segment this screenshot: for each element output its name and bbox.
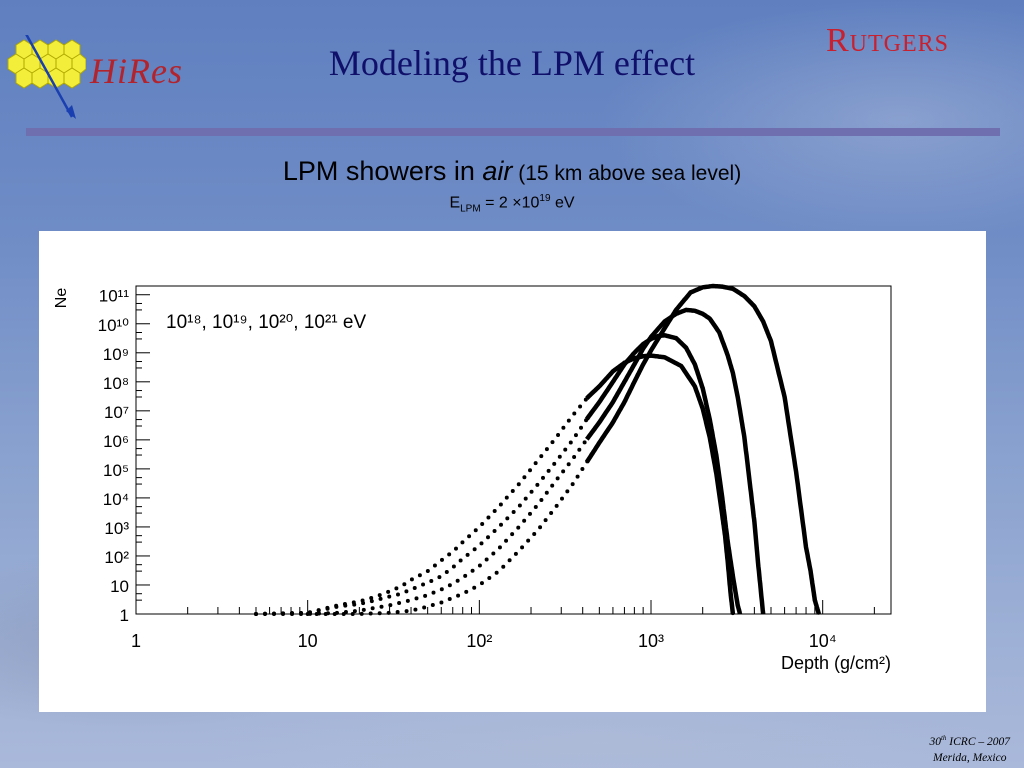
x-tick-label: 10⁴: [809, 631, 837, 651]
footer-rest: ICRC – 2007: [946, 735, 1010, 748]
plot-frame: [135, 285, 892, 615]
series-2-line: [584, 333, 743, 616]
series-3-line: [585, 307, 766, 615]
rutgers-logo-text: Rutgers: [826, 22, 950, 59]
elpm-sub: LPM: [460, 203, 481, 215]
x-tick-label: 1: [131, 631, 141, 651]
x-tick-label: 10²: [466, 631, 492, 651]
y-tick-label: 1: [120, 606, 129, 625]
subtitle-paren: (15 km above sea level): [512, 162, 742, 185]
subtitle-main: LPM showers in: [282, 156, 483, 186]
y-tick-label: 10⁵: [103, 461, 129, 480]
elpm-sup: 19: [539, 193, 551, 204]
elpm-unit: eV: [550, 194, 575, 212]
series-1-line: [585, 353, 736, 615]
series-1-dots: [254, 353, 735, 616]
y-tick-label: 10²: [104, 548, 129, 567]
elpm-mid: = 2 ×10: [480, 194, 540, 212]
elpm-prefix: E: [449, 194, 461, 212]
footer-line2: Merida, Mexico: [933, 751, 1007, 764]
energy-annotation: 10¹⁸, 10¹⁹, 10²⁰, 10²¹ eV: [166, 312, 366, 333]
footer-num: 30: [929, 735, 941, 748]
series-3-dots: [254, 307, 766, 616]
title-divider: [26, 128, 1000, 136]
y-tick-label: 10⁴: [103, 490, 129, 509]
y-tick-label: 10: [110, 577, 129, 596]
x-tick-label: 10³: [638, 631, 664, 651]
y-tick-label: 10¹⁰: [98, 316, 130, 335]
y-tick-label: 10⁷: [104, 403, 129, 422]
series-4-line: [584, 283, 822, 616]
y-tick-label: 10¹¹: [99, 287, 130, 306]
chart-subtitle: LPM showers in air (15 km above sea leve…: [0, 156, 1024, 187]
y-tick-label: 10⁶: [103, 432, 129, 451]
y-tick-label: 10⁹: [103, 345, 129, 364]
x-axis-label: Depth (g/cm²): [781, 653, 891, 673]
chart-panel: 1 10 10² 10³ 10⁴ 1 10 10² 10³ 10⁴ 10⁵ 10⁶ 10⁷ 10⁸ 10⁹ 1…: [39, 231, 986, 712]
elpm-line: ELPM = 2 ×1019 eV: [0, 193, 1024, 215]
y-tick-label: 10³: [104, 519, 129, 538]
shower-chart: 1 10 10² 10³ 10⁴ 1 10 10² 10³ 10⁴ 10⁵ 10⁶ 10⁷ 10⁸ 10⁹ 1…: [53, 283, 892, 673]
hires-logo-icon: [7, 35, 86, 119]
x-tick-label: 10: [298, 631, 318, 651]
footer: 30th ICRC – 2007 Merida, Mexico: [929, 730, 1010, 766]
subtitle-italic: air: [482, 156, 513, 186]
footer-line1: 30th ICRC – 2007: [929, 730, 1010, 750]
y-tick-label: 10⁸: [103, 374, 129, 393]
footer-sup: th: [940, 734, 947, 742]
hires-logo-text: HiRes: [90, 51, 183, 91]
y-axis-label: Ne: [53, 288, 70, 309]
slide-title: Modeling the LPM effect: [328, 43, 696, 83]
